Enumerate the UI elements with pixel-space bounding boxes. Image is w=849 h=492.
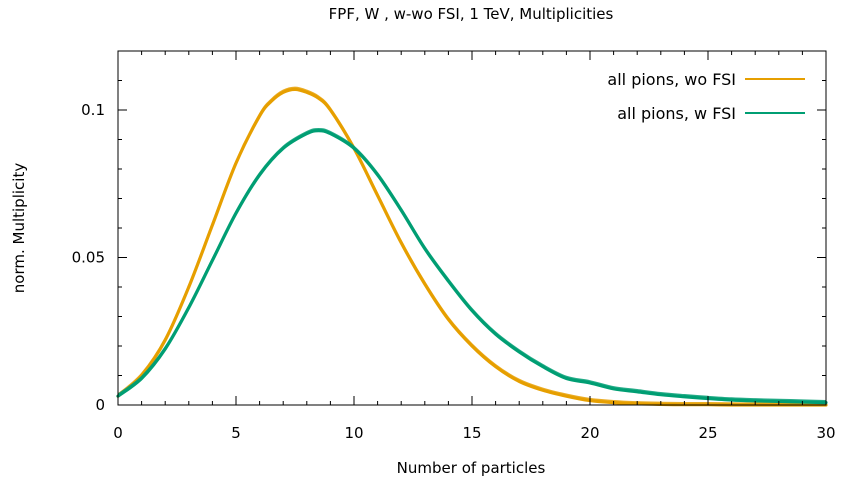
x-tick-label: 15 — [462, 424, 481, 442]
y-tick-label: 0.1 — [81, 101, 105, 119]
legend: all pions, wo FSI all pions, w FSI — [607, 70, 805, 123]
series-line-variant-1 — [117, 127, 827, 402]
y-tick-label: 0 — [95, 396, 105, 414]
x-axis-label: Number of particles — [397, 459, 546, 477]
x-tick-label: 5 — [231, 424, 241, 442]
x-tick-label: 25 — [698, 424, 717, 442]
series-line-variant-0 — [117, 86, 826, 404]
chart-title: FPF, W , w-wo FSI, 1 TeV, Multiplicities — [329, 5, 614, 23]
legend-label: all pions, wo FSI — [607, 70, 736, 89]
x-tick-label: 0 — [113, 424, 123, 442]
x-tick-label: 20 — [580, 424, 599, 442]
y-axis-label: norm. Multiplicity — [10, 163, 28, 294]
series-line-0 — [116, 87, 828, 407]
x-tick-label: 10 — [344, 424, 363, 442]
series-line-1 — [116, 129, 828, 405]
legend-label: all pions, w FSI — [617, 104, 736, 123]
y-tick-label: 0.05 — [72, 249, 105, 267]
x-tick-label: 30 — [816, 424, 835, 442]
